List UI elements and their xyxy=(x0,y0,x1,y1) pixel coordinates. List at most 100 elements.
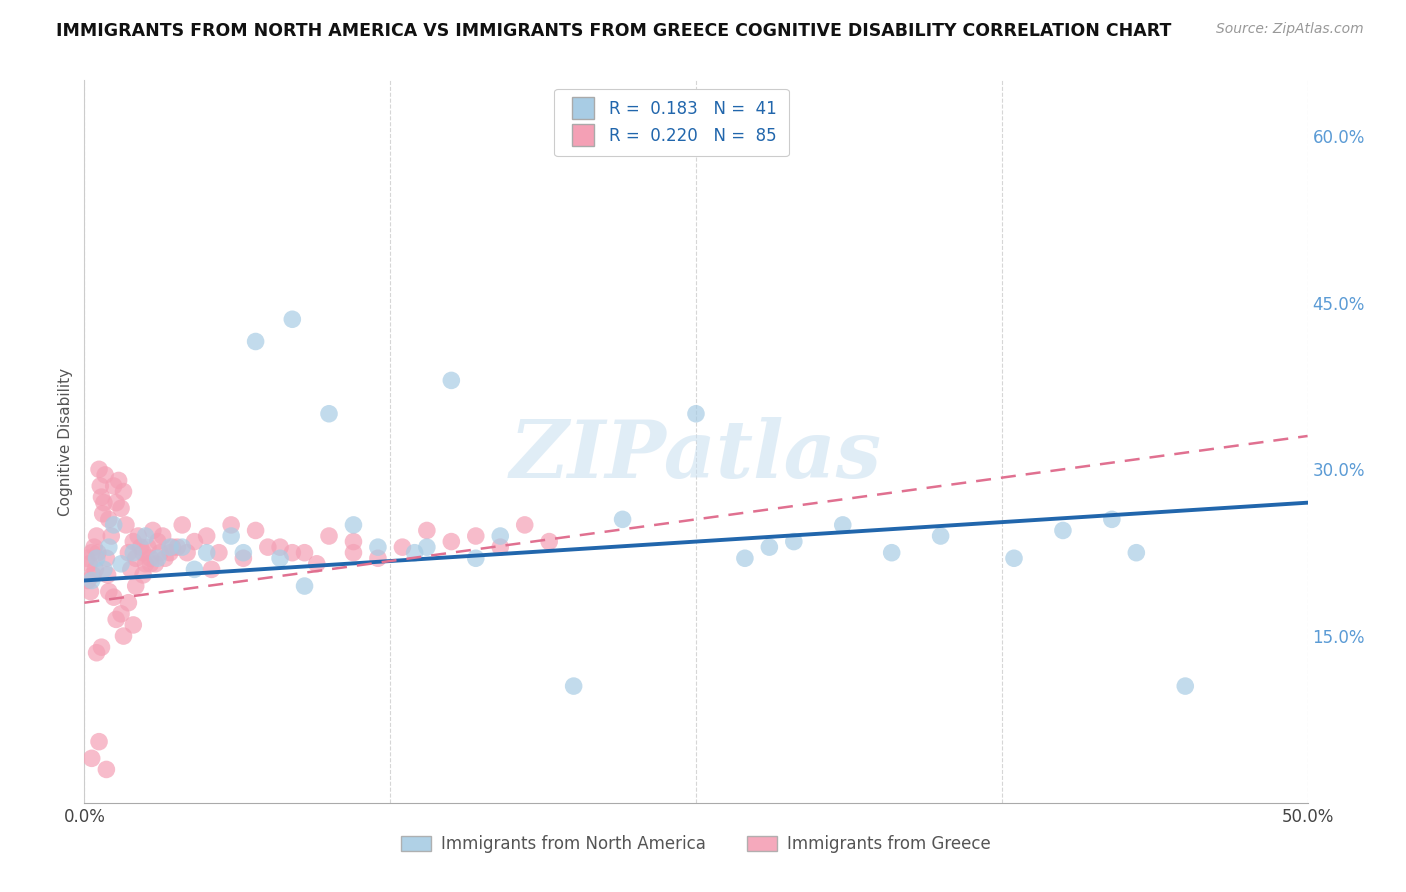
Point xyxy=(96,763,118,777)
Y-axis label: Cognitive Disability: Cognitive Disability xyxy=(58,368,73,516)
Point xyxy=(94,467,117,482)
Point xyxy=(117,596,139,610)
Point xyxy=(153,551,176,566)
Point xyxy=(305,557,328,571)
Point xyxy=(464,529,486,543)
Point xyxy=(87,462,110,476)
Point xyxy=(127,529,149,543)
Point xyxy=(1174,679,1197,693)
Point xyxy=(149,546,172,560)
Point xyxy=(143,557,166,571)
Point xyxy=(880,546,903,560)
Point xyxy=(112,629,135,643)
Point xyxy=(97,584,120,599)
Point xyxy=(416,540,439,554)
Point xyxy=(132,546,155,560)
Point xyxy=(245,524,267,538)
Point xyxy=(281,546,304,560)
Point xyxy=(513,517,536,532)
Point xyxy=(318,529,340,543)
Point xyxy=(162,540,184,554)
Point xyxy=(257,540,280,554)
Point xyxy=(219,517,242,532)
Point xyxy=(105,496,128,510)
Point xyxy=(245,334,267,349)
Point xyxy=(183,562,205,576)
Point xyxy=(1052,524,1074,538)
Point xyxy=(734,551,756,566)
Point xyxy=(89,479,111,493)
Point xyxy=(110,501,132,516)
Point xyxy=(208,546,231,560)
Point xyxy=(136,540,159,554)
Point xyxy=(93,562,115,576)
Text: IMMIGRANTS FROM NORTH AMERICA VS IMMIGRANTS FROM GREECE COGNITIVE DISABILITY COR: IMMIGRANTS FROM NORTH AMERICA VS IMMIGRA… xyxy=(56,22,1171,40)
Point xyxy=(103,517,125,532)
Point xyxy=(86,646,108,660)
Point xyxy=(929,529,952,543)
Point xyxy=(294,579,316,593)
Point xyxy=(176,546,198,560)
Point xyxy=(87,546,110,560)
Point xyxy=(135,557,157,571)
Point xyxy=(77,557,100,571)
Point xyxy=(139,557,162,571)
Point xyxy=(1125,546,1147,560)
Point xyxy=(404,546,426,560)
Point xyxy=(87,734,110,748)
Point xyxy=(100,529,122,543)
Point xyxy=(105,612,128,626)
Point xyxy=(110,607,132,621)
Point xyxy=(166,540,188,554)
Point xyxy=(281,312,304,326)
Point xyxy=(80,751,103,765)
Point xyxy=(135,529,157,543)
Point xyxy=(97,512,120,526)
Point xyxy=(122,534,145,549)
Point xyxy=(232,551,254,566)
Point xyxy=(758,540,780,554)
Point xyxy=(139,551,162,566)
Point xyxy=(93,496,115,510)
Point xyxy=(440,534,463,549)
Point xyxy=(112,484,135,499)
Legend: Immigrants from North America, Immigrants from Greece: Immigrants from North America, Immigrant… xyxy=(394,828,998,860)
Text: ZIPatlas: ZIPatlas xyxy=(510,417,882,495)
Point xyxy=(125,579,148,593)
Point xyxy=(367,540,389,554)
Point xyxy=(86,551,108,566)
Point xyxy=(117,546,139,560)
Point xyxy=(159,540,181,554)
Point xyxy=(103,590,125,604)
Point xyxy=(269,540,291,554)
Point xyxy=(152,529,174,543)
Point xyxy=(172,517,194,532)
Point xyxy=(79,584,101,599)
Point xyxy=(367,551,389,566)
Point xyxy=(416,524,439,538)
Point xyxy=(183,534,205,549)
Point xyxy=(489,529,512,543)
Text: Source: ZipAtlas.com: Source: ZipAtlas.com xyxy=(1216,22,1364,37)
Point xyxy=(219,529,242,543)
Point xyxy=(783,534,806,549)
Point xyxy=(125,551,148,566)
Point xyxy=(142,524,165,538)
Point xyxy=(612,512,634,526)
Point xyxy=(1002,551,1025,566)
Point xyxy=(831,517,853,532)
Point xyxy=(83,540,105,554)
Point xyxy=(115,517,138,532)
Point xyxy=(76,551,98,566)
Point xyxy=(122,546,145,560)
Point xyxy=(90,640,112,655)
Point xyxy=(562,679,585,693)
Point xyxy=(80,574,103,588)
Point xyxy=(103,479,125,493)
Point xyxy=(97,540,120,554)
Point xyxy=(294,546,316,560)
Point xyxy=(269,551,291,566)
Point xyxy=(122,618,145,632)
Point xyxy=(107,474,129,488)
Point xyxy=(489,540,512,554)
